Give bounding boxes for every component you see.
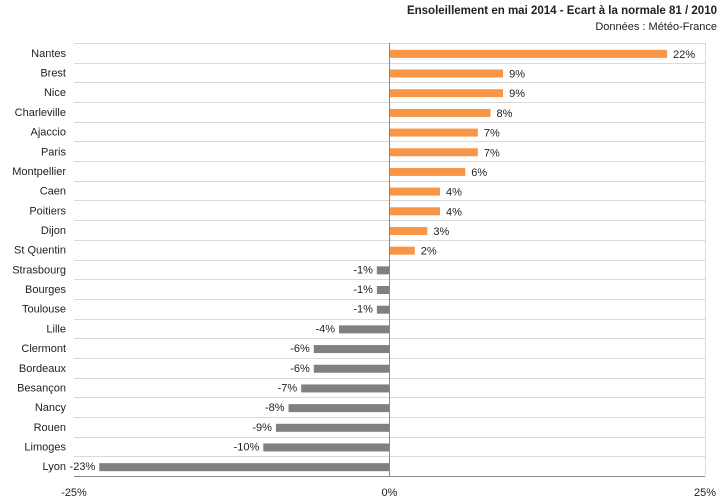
bar <box>389 49 668 58</box>
bar <box>313 364 390 373</box>
x-tick-label: -25% <box>61 487 87 499</box>
category-label: Lyon <box>43 461 66 473</box>
bar <box>389 89 504 98</box>
data-label: -1% <box>353 284 373 296</box>
bar <box>389 148 478 157</box>
category-label: Besançon <box>17 382 66 394</box>
bar <box>263 443 390 452</box>
x-tick-label: 0% <box>382 487 398 499</box>
data-label: -6% <box>290 343 310 355</box>
data-label: 6% <box>471 167 487 179</box>
bar <box>389 226 428 235</box>
bar <box>99 463 390 472</box>
data-label: 4% <box>446 206 462 218</box>
bar <box>376 305 390 314</box>
category-label: Bordeaux <box>19 363 67 375</box>
data-label: 22% <box>673 49 695 61</box>
category-label: Caen <box>40 186 66 198</box>
category-label: Bourges <box>25 284 66 296</box>
chart-title: Ensoleillement en mai 2014 - Ecart à la … <box>406 5 717 17</box>
data-label: 4% <box>446 187 462 199</box>
bar <box>288 404 390 413</box>
bar <box>275 423 390 432</box>
category-label: Paris <box>41 146 67 158</box>
data-label: -8% <box>265 402 285 414</box>
bar <box>389 207 440 216</box>
category-label: Strasbourg <box>12 264 66 276</box>
data-label: 3% <box>433 226 449 238</box>
category-label: Nancy <box>35 402 67 414</box>
data-label: -4% <box>315 323 335 335</box>
bar <box>301 384 390 393</box>
bar <box>389 69 504 78</box>
category-label: Ajaccio <box>31 127 66 139</box>
data-label: -10% <box>234 441 260 453</box>
chart-subtitle: Données : Météo-France <box>595 21 717 33</box>
data-label: 2% <box>421 246 437 258</box>
category-label: Charleville <box>15 107 66 119</box>
bar <box>389 167 466 176</box>
category-label: St Quentin <box>14 245 66 257</box>
category-label: Toulouse <box>22 304 66 316</box>
data-label: 7% <box>484 147 500 159</box>
category-label: Rouen <box>34 422 66 434</box>
category-label: Brest <box>40 68 66 80</box>
data-label: -7% <box>278 382 298 394</box>
category-label: Lille <box>46 323 66 335</box>
data-label: -1% <box>353 264 373 276</box>
data-label: -1% <box>353 304 373 316</box>
bar <box>389 187 440 196</box>
axes: -25% 0% 25% Nantes 22% Brest 9% Nice 9% Charlevil… <box>12 43 716 499</box>
category-label: Montpellier <box>12 166 66 178</box>
bars <box>99 49 668 472</box>
category-label: Nantes <box>31 48 66 60</box>
category-label: Poitiers <box>29 205 66 217</box>
data-label: 9% <box>509 69 525 81</box>
bar <box>389 108 491 117</box>
data-label: 8% <box>496 108 512 120</box>
bar <box>389 246 415 255</box>
category-label: Nice <box>44 87 66 99</box>
bar <box>376 266 390 275</box>
data-label: 9% <box>509 88 525 100</box>
data-label: 7% <box>484 128 500 140</box>
data-label: -9% <box>252 422 272 434</box>
category-label: Clermont <box>21 343 66 355</box>
bar <box>313 345 390 354</box>
bar <box>376 286 390 295</box>
x-tick-label: 25% <box>694 487 716 499</box>
bar <box>389 128 478 137</box>
data-label: -6% <box>290 363 310 375</box>
bar <box>339 325 390 334</box>
category-label: Limoges <box>24 441 66 453</box>
category-label: Dijon <box>41 225 66 237</box>
data-label: -23% <box>70 461 96 473</box>
